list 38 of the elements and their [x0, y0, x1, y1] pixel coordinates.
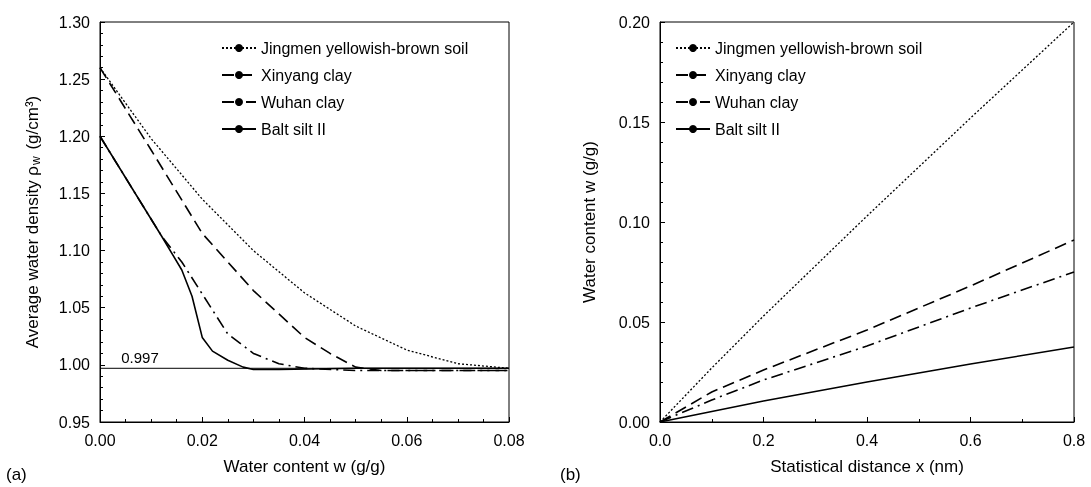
y-tick-label: 0.20 [618, 13, 651, 31]
legend-label: Wuhan clay [715, 93, 799, 111]
y-tick-label: 0.95 [58, 413, 91, 431]
legend-label: Wuhan clay [261, 93, 345, 111]
y-tick-label: 0.10 [618, 213, 651, 231]
legend-label: Balt silt II [261, 120, 326, 138]
legend-label: Balt silt II [715, 120, 780, 138]
ref-line-label: 0.997 [121, 349, 159, 367]
legend-label: Jingmen yellowish-brown soil [715, 39, 923, 57]
x-tick-label: 0.04 [288, 431, 321, 449]
y-tick-label: 1.30 [58, 13, 91, 31]
y-tick-label: 1.15 [58, 184, 91, 202]
x-tick-label: 0.6 [959, 431, 982, 449]
x-tick-label: 0.8 [1062, 431, 1086, 449]
y-axis-title: Average water density ρw (g/cm³) [22, 95, 43, 349]
text: (a) [6, 465, 27, 484]
legend-label: Xinyang clay [715, 66, 806, 84]
x-tick-label: 0.0 [648, 431, 672, 449]
x-tick-label: 0.2 [752, 431, 775, 449]
y-tick-label: 1.20 [58, 127, 91, 145]
y-axis-title: Water content w (g/g) [580, 141, 599, 303]
y-tick-label: 1.05 [58, 299, 91, 317]
x-tick-label: 0.00 [84, 431, 116, 449]
x-axis-title: Statistical distance x (nm) [770, 457, 964, 476]
text: (b) [560, 465, 581, 484]
x-tick-label: 0.4 [855, 431, 879, 449]
x-tick-label: 0.08 [493, 431, 525, 449]
legend-label: Xinyang clay [261, 66, 352, 84]
y-tick-label: 0.15 [618, 113, 651, 131]
y-tick-label: 1.25 [58, 70, 91, 88]
y-tick-label: 0.05 [618, 313, 651, 331]
y-tick-label: 1.10 [58, 242, 91, 260]
x-axis-title: Water content w (g/g) [223, 457, 386, 476]
x-tick-label: 0.06 [391, 431, 423, 449]
y-tick-label: 1.00 [58, 356, 91, 374]
legend-label: Jingmen yellowish-brown soil [261, 39, 469, 57]
y-tick-label: 0.00 [618, 413, 651, 431]
x-tick-label: 0.02 [186, 431, 218, 449]
